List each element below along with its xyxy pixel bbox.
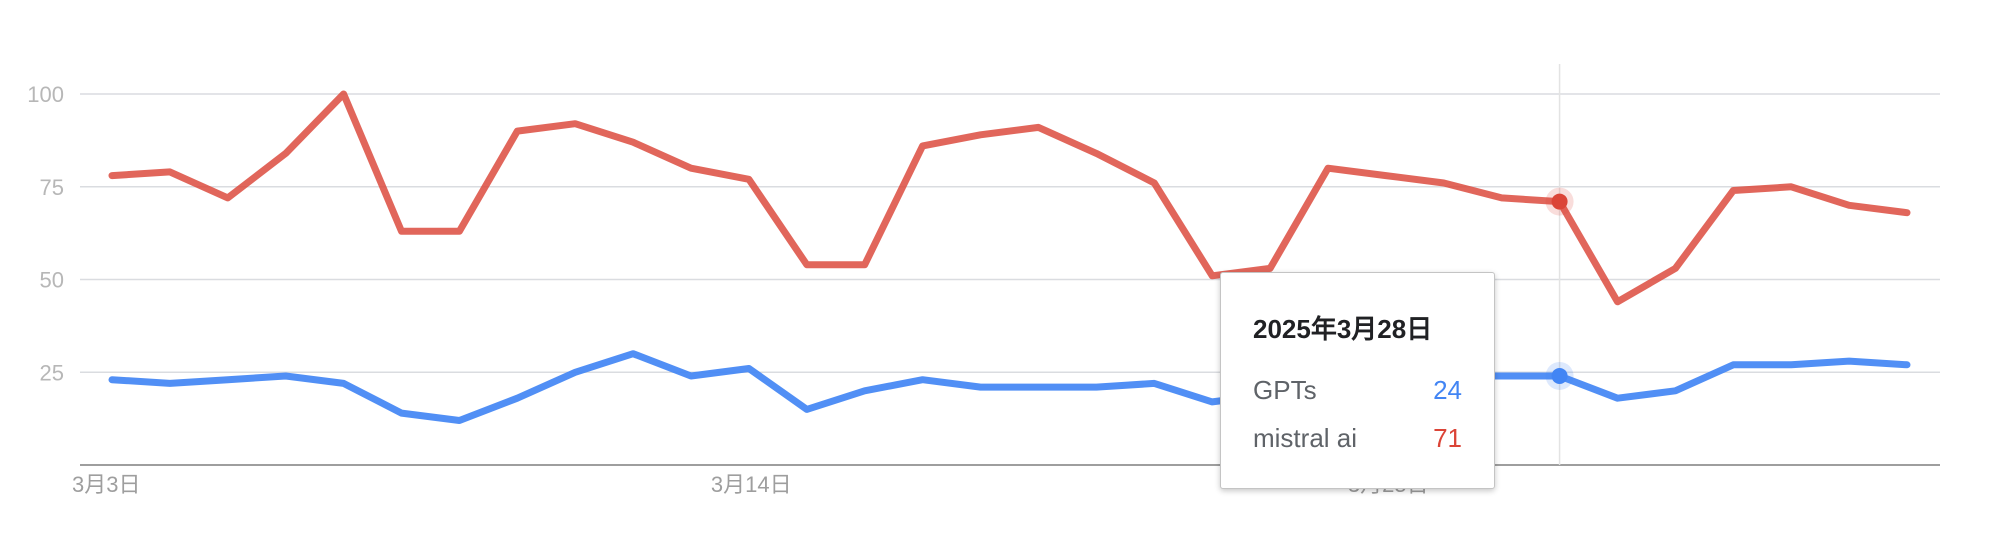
tooltip-series-value: 71 xyxy=(1433,423,1462,453)
x-tick-label: 3月14日 xyxy=(711,472,792,497)
tooltip-row-mistral-ai: mistral ai 71 xyxy=(1253,423,1462,463)
y-tick-label: 50 xyxy=(40,268,64,293)
series-line-mistral-ai xyxy=(108,90,1911,306)
tooltip-series-label: mistral ai xyxy=(1253,423,1358,453)
series-line-gpts xyxy=(108,350,1911,424)
hover-tooltip: 2025年3月28日 GPTs 24 mistral ai 71 xyxy=(1220,272,1495,489)
series-layer xyxy=(108,90,1911,424)
y-tick-label: 25 xyxy=(40,360,64,385)
x-tick-label: 3月3日 xyxy=(72,472,140,497)
hover-layer xyxy=(1545,64,1574,465)
tooltip-series-value: 24 xyxy=(1433,375,1462,405)
y-tick-label: 100 xyxy=(27,82,64,107)
axis-layer: 2550751003月3日3月14日3月25日 xyxy=(27,82,1940,497)
tooltip-row-gpts: GPTs 24 xyxy=(1253,375,1462,415)
y-tick-label: 75 xyxy=(40,175,64,200)
tooltip-date: 2025年3月28日 xyxy=(1253,314,1433,344)
tooltip-series-label: GPTs xyxy=(1253,375,1317,405)
grid-layer xyxy=(80,93,1940,373)
hover-point-mistral-ai xyxy=(1551,193,1568,210)
hover-point-gpts xyxy=(1551,367,1568,384)
